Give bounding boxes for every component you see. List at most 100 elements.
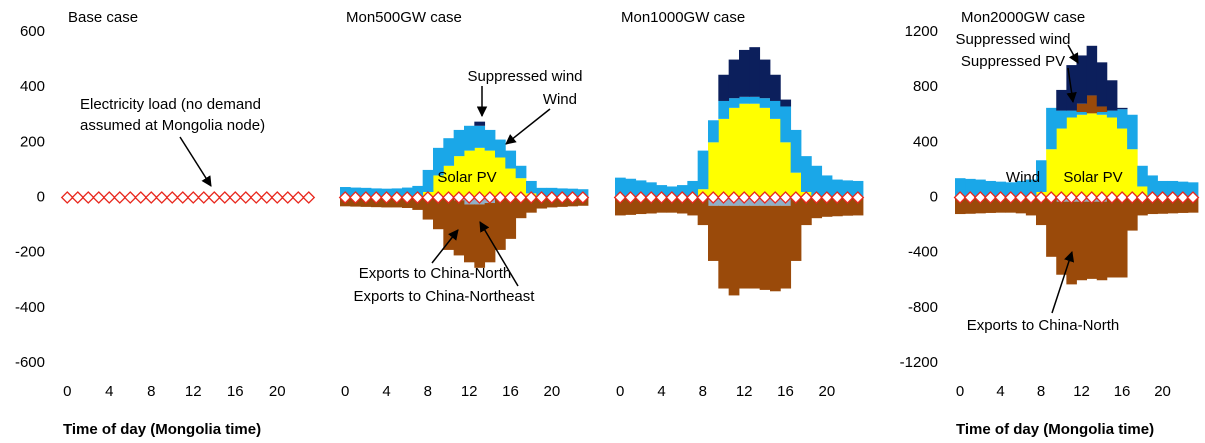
y-tick-label: -200 xyxy=(15,244,45,261)
load-marker xyxy=(810,191,823,204)
area-step xyxy=(842,197,854,216)
area-step xyxy=(759,59,771,99)
area-step xyxy=(1086,95,1098,114)
area-step xyxy=(1177,181,1189,198)
area-step xyxy=(666,197,678,213)
area-step xyxy=(780,142,792,198)
arrow xyxy=(1066,67,1077,104)
y-tick-label: 0 xyxy=(930,188,938,205)
x-axis-label: Time of day (Mongolia time) xyxy=(956,421,1154,438)
load-marker xyxy=(820,191,834,204)
area-step xyxy=(739,205,750,289)
area-step xyxy=(515,197,527,219)
area-step xyxy=(811,197,823,219)
load-marker xyxy=(1034,191,1048,204)
load-marker xyxy=(218,191,232,204)
load-marker xyxy=(576,191,590,204)
series-label: Wind xyxy=(543,91,577,108)
area-step xyxy=(1147,197,1158,215)
x-tick-label: 20 xyxy=(818,383,835,400)
load-marker xyxy=(123,191,137,204)
load-marker xyxy=(779,191,792,204)
load-marker xyxy=(1176,191,1190,204)
area-step xyxy=(1086,113,1098,198)
y-tick-label: 600 xyxy=(20,23,45,40)
area-step xyxy=(955,178,966,198)
x-tick-label: 8 xyxy=(424,383,432,400)
area-step xyxy=(1066,117,1077,198)
area-step xyxy=(697,150,709,190)
x-tick-label: 0 xyxy=(341,383,349,400)
load-marker xyxy=(493,191,507,204)
area-step xyxy=(1086,45,1098,96)
area-step xyxy=(1167,180,1179,198)
arrow xyxy=(179,136,212,187)
area-step xyxy=(842,180,854,198)
area-step xyxy=(443,197,455,250)
load-marker xyxy=(963,191,977,204)
area-step xyxy=(985,197,996,213)
x-tick-label: 20 xyxy=(543,383,560,400)
area-step xyxy=(708,205,719,261)
area-step xyxy=(955,197,966,215)
load-marker xyxy=(411,191,424,204)
load-marker xyxy=(102,191,116,204)
load-marker xyxy=(473,191,486,204)
load-marker xyxy=(555,191,569,204)
x-axis-label: Time of day (Mongolia time) xyxy=(63,421,261,438)
x-tick-label: 12 xyxy=(736,383,753,400)
series-label: Solar PV xyxy=(1063,169,1122,186)
load-marker xyxy=(545,191,559,204)
area-step xyxy=(1056,128,1067,198)
area-step xyxy=(1025,179,1037,198)
load-marker xyxy=(535,191,548,204)
area-step xyxy=(708,142,719,198)
panel-title: Mon1000GW case xyxy=(621,9,745,26)
area-step xyxy=(1127,114,1138,150)
area-step xyxy=(832,197,843,217)
area-step xyxy=(422,169,434,192)
area-step xyxy=(718,118,730,198)
load-marker xyxy=(524,191,538,204)
area-step xyxy=(749,205,761,289)
area-step xyxy=(1177,197,1189,213)
area-step xyxy=(739,96,750,104)
area-step xyxy=(1096,114,1108,198)
y-tick-label: 800 xyxy=(913,78,938,95)
arrow xyxy=(505,108,551,145)
area-step xyxy=(1167,197,1179,214)
area-step xyxy=(1106,197,1118,278)
area-step xyxy=(1117,107,1128,110)
x-tick-label: 4 xyxy=(105,383,113,400)
area-step xyxy=(677,197,688,214)
load-marker xyxy=(1105,191,1119,204)
area-step xyxy=(515,165,527,179)
area-step xyxy=(635,197,647,215)
load-marker xyxy=(176,191,190,204)
area-step xyxy=(708,120,719,143)
x-tick-label: 16 xyxy=(502,383,519,400)
load-marker xyxy=(228,191,242,204)
load-marker xyxy=(134,191,148,204)
load-marker xyxy=(994,191,1007,204)
area-step xyxy=(474,147,486,198)
load-marker xyxy=(442,191,455,204)
area-step xyxy=(697,197,709,226)
area-step xyxy=(759,107,771,198)
area-step xyxy=(1106,117,1118,198)
area-step xyxy=(718,100,730,119)
area-step xyxy=(1036,197,1047,226)
y-tick-label: 400 xyxy=(913,133,938,150)
load-marker xyxy=(291,191,305,204)
load-marker xyxy=(1065,191,1078,204)
x-tick-label: 20 xyxy=(1154,383,1171,400)
area-step xyxy=(1137,197,1148,216)
area-step xyxy=(484,150,496,198)
area-step xyxy=(965,178,976,198)
y-tick-label: 400 xyxy=(20,78,45,95)
x-tick-label: 8 xyxy=(699,383,707,400)
load-marker xyxy=(421,191,435,204)
x-tick-label: 20 xyxy=(269,383,286,400)
load-marker xyxy=(1166,191,1180,204)
